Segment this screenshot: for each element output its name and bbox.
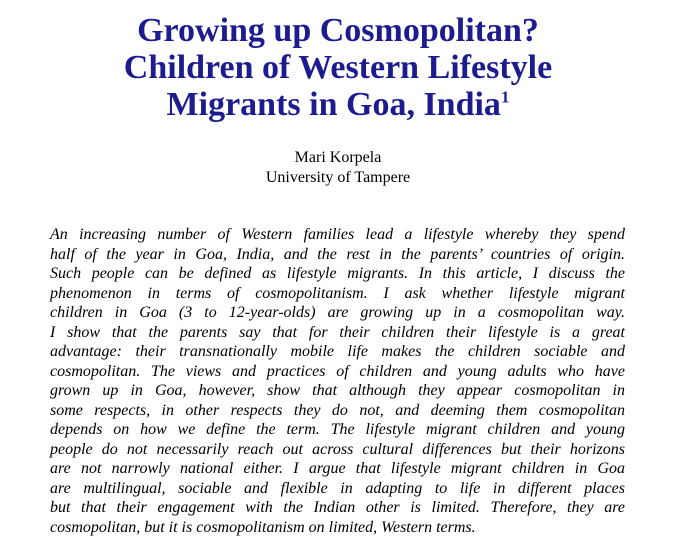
title-line: Migrants in Goa, India1	[0, 86, 676, 123]
abstract-line: children in Goa (3 to 12-year-olds) are …	[50, 304, 625, 321]
title-line: Growing up Cosmopolitan?	[137, 12, 539, 49]
abstract-line: grown up in Goa, however, show that alth…	[50, 382, 625, 399]
abstract-line: but that their engagement with the India…	[50, 499, 625, 516]
title-line: Children of Western Lifestyle	[123, 49, 553, 86]
footnote-marker: 1	[500, 87, 510, 107]
abstract-line: An increasing number of Western families…	[50, 226, 625, 243]
abstract-line: some respects, in other respects they do…	[50, 401, 625, 419]
abstract-line: I show that the parents say that for the…	[50, 323, 625, 341]
abstract-line: depends on how we define the term. The l…	[50, 421, 625, 438]
abstract-line: advantage: their transnationally mobile …	[50, 343, 625, 360]
title: Growing up Cosmopolitan? Children of Wes…	[0, 12, 676, 123]
author: Mari Korpela	[294, 149, 382, 166]
abstract-line: phenomenon in terms of cosmopolitanism. …	[50, 284, 625, 302]
abstract: An increasing number of Western families…	[50, 225, 625, 537]
title-text: Migrants in Goa, India	[166, 86, 501, 123]
abstract-line: are multilingual, sociable and flexible …	[50, 479, 625, 497]
author-block: Mari Korpela University of Tampere	[0, 148, 676, 188]
abstract-line: cosmopolitan, but it is cosmopolitanism …	[50, 518, 476, 536]
abstract-line: cosmopolitan. The views and practices of…	[50, 362, 625, 380]
abstract-line: half of the year in Goa, India, and the …	[50, 245, 625, 263]
abstract-line: people do not necessarily reach out acro…	[50, 440, 625, 458]
abstract-line: Such people can be defined as lifestyle …	[50, 265, 625, 282]
abstract-line: are not narrowly national either. I argu…	[50, 460, 625, 477]
affiliation: University of Tampere	[265, 169, 411, 186]
